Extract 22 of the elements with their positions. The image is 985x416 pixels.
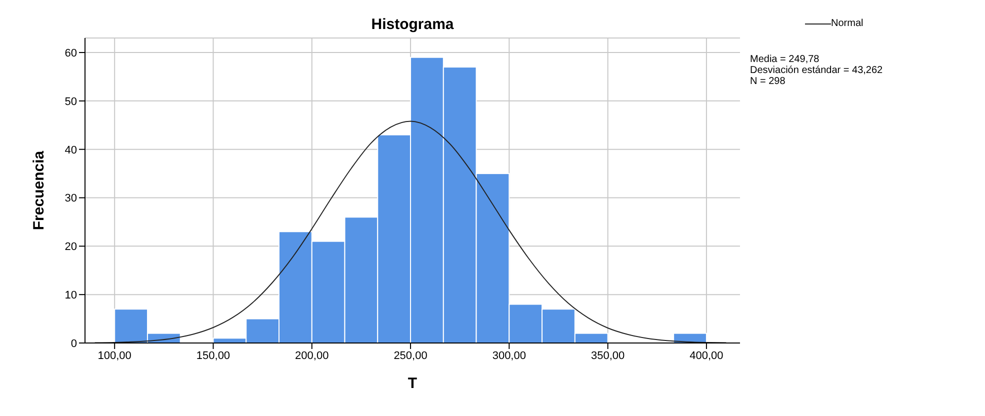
y-tick-label: 10 [64,289,77,302]
y-tick-label: 40 [64,144,77,156]
y-tick-label: 20 [64,241,77,254]
chart-title: Histograma [370,16,455,33]
x-tick-label: 350,00 [590,350,625,362]
line-series [94,120,727,343]
x-tick-label: 250,00 [394,350,428,362]
text: Desviación estándar = 43,262 [750,65,883,76]
y-axis-title: Frecuencia [30,150,48,230]
text: Media = 249,78 [750,54,820,65]
y-tick-label: 60 [64,47,77,60]
legend-label: Normal [831,18,864,29]
x-tick-label: 150,00 [196,350,230,362]
x-tick-label: 200,00 [295,350,329,362]
x-tick-label: 400,00 [690,350,724,362]
x-tick-label: 300,00 [492,350,526,362]
y-tick-label: 30 [64,192,77,205]
y-tick-label: 0 [70,338,77,350]
text: N = 298 [750,76,786,87]
y-tick-label: 50 [64,96,77,108]
x-axis-title: T [408,375,418,392]
x-tick-label: 100,00 [98,350,132,362]
